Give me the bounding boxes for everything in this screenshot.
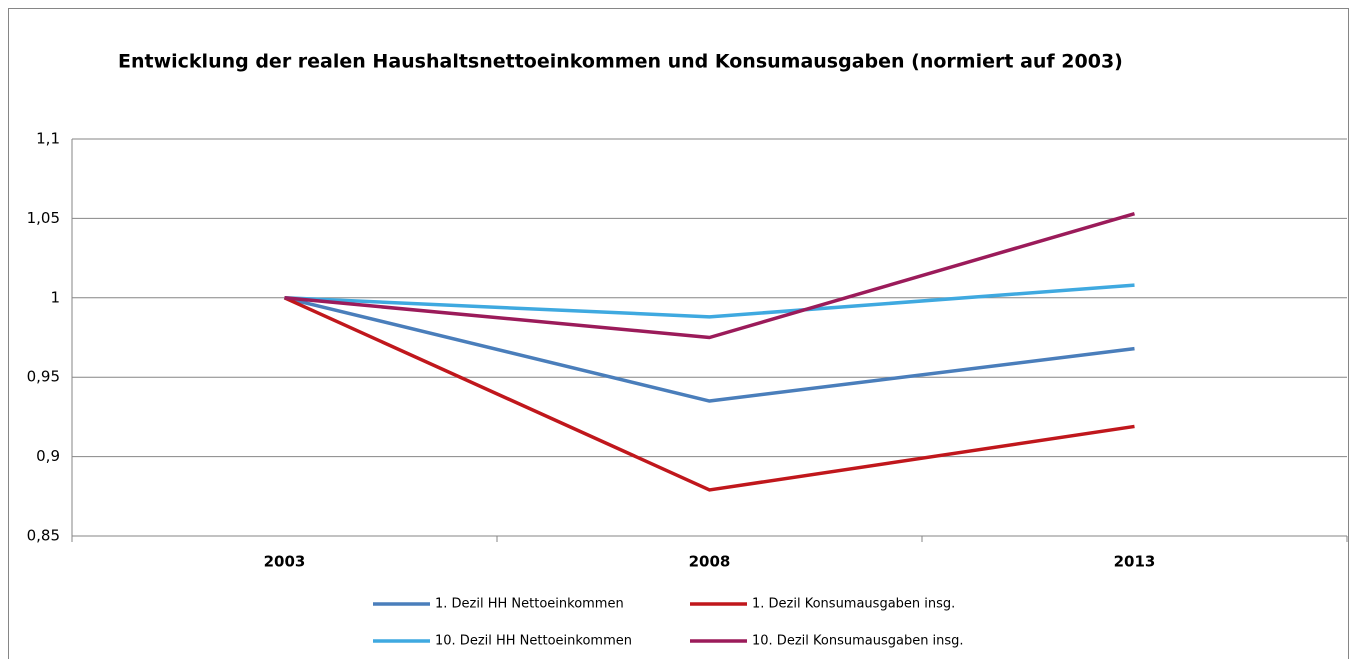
y-tick-label: 1,05 xyxy=(27,209,60,227)
x-tick-label: 2013 xyxy=(1114,553,1156,571)
series-line xyxy=(284,211,1135,340)
x-tick-label: 2008 xyxy=(689,553,731,571)
legend-label: 1. Dezil HH Nettoeinkommen xyxy=(435,597,624,612)
legend-label: 10. Dezil HH Nettoeinkommen xyxy=(435,634,632,649)
series-line xyxy=(283,296,1135,492)
series-line xyxy=(284,296,1135,403)
y-tick-label: 1,1 xyxy=(36,130,60,148)
legend-label: 10. Dezil Konsumausgaben insg. xyxy=(752,634,964,649)
series-line xyxy=(284,283,1135,319)
y-tick-label: 0,9 xyxy=(36,447,60,465)
chart-title: Entwicklung der realen Haushaltsnettoein… xyxy=(118,51,1123,73)
y-tick-label: 0,95 xyxy=(27,368,60,386)
x-tick-label: 2003 xyxy=(264,553,306,571)
chart-frame xyxy=(8,8,1349,663)
y-tick-label: 0,85 xyxy=(27,527,60,545)
y-tick-label: 1 xyxy=(50,288,60,306)
legend-label: 1. Dezil Konsumausgaben insg. xyxy=(752,597,955,612)
